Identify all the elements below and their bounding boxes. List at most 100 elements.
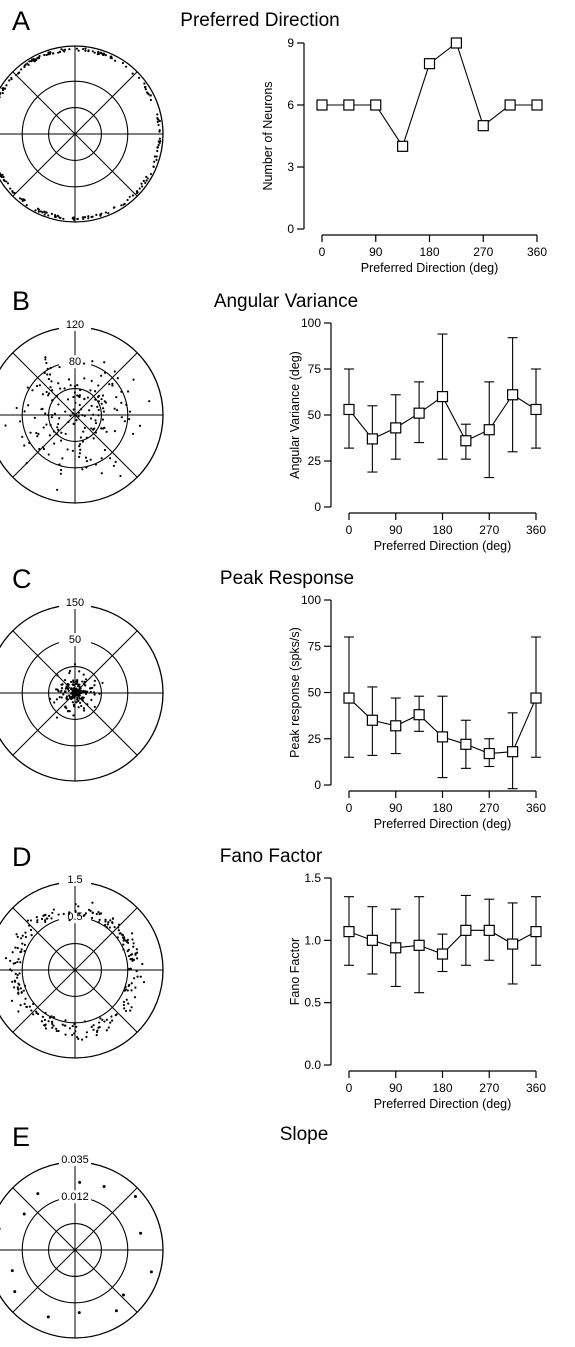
- polar-point: [68, 919, 71, 922]
- y-axis-label: Peak response (spks/s): [288, 627, 302, 758]
- polar-point: [72, 395, 75, 399]
- data-point: [397, 140, 409, 152]
- polar-point: [61, 683, 64, 686]
- polar-point: [91, 360, 94, 363]
- polar-point: [43, 919, 47, 922]
- polar-point: [18, 972, 21, 975]
- polar-point: [157, 123, 160, 127]
- polar-point: [122, 1003, 126, 1007]
- polar-point: [83, 377, 86, 380]
- polar-point: [116, 936, 119, 939]
- data-point: [530, 403, 542, 416]
- polar-point: [119, 474, 122, 478]
- polar-point: [62, 912, 65, 916]
- polar-point: [144, 88, 147, 91]
- polar-point: [54, 214, 57, 217]
- polar-point: [83, 426, 86, 429]
- polar-point: [135, 948, 138, 951]
- polar-point: [100, 398, 103, 401]
- panel-letter-d: D: [12, 842, 32, 872]
- polar-point: [58, 695, 61, 699]
- polar-spoke: [12, 1187, 138, 1313]
- polar-point: [23, 950, 26, 953]
- polar-point: [89, 909, 92, 912]
- polar-point: [74, 401, 77, 404]
- polar-point: [146, 177, 149, 180]
- polar-point: [9, 959, 12, 962]
- polar-point: [74, 909, 77, 912]
- polar-point: [59, 468, 63, 472]
- x-tick-label: 360: [526, 801, 546, 815]
- polar-point: [55, 1027, 58, 1030]
- polar-point: [92, 413, 95, 416]
- polar-point: [109, 919, 112, 922]
- x-tick-label: 270: [479, 801, 499, 815]
- polar-point: [93, 705, 96, 708]
- ring-label-bg: [59, 873, 91, 886]
- data-point: [390, 720, 402, 732]
- polar-point: [6, 182, 10, 185]
- polar-point: [44, 412, 47, 415]
- polar-point: [59, 216, 62, 220]
- polar-point: [123, 202, 126, 205]
- panel-title-a: Preferred Direction: [180, 10, 339, 31]
- y-axis-label: Number of Neurons: [261, 81, 275, 190]
- polar-point: [90, 1025, 93, 1028]
- polar-point: [19, 197, 22, 200]
- polar-point: [76, 689, 79, 692]
- polar-point: [111, 917, 115, 920]
- polar-point: [111, 384, 114, 387]
- polar-point: [79, 408, 83, 411]
- polar-point: [73, 692, 77, 695]
- polar-point: [57, 51, 60, 54]
- polar-point: [72, 693, 75, 696]
- polar-point: [104, 920, 107, 923]
- panel-letter-c: C: [12, 564, 32, 594]
- polar-point: [127, 1002, 130, 1005]
- polar-point: [75, 1025, 78, 1028]
- polar-point: [28, 60, 31, 63]
- polar-point: [76, 680, 79, 683]
- polar-point: [101, 407, 105, 410]
- polar-point: [55, 698, 58, 701]
- polar-point: [63, 678, 67, 682]
- polar-point: [139, 975, 142, 978]
- polar-point: [103, 400, 106, 403]
- polar-point: [20, 68, 23, 71]
- polar-point: [26, 919, 30, 922]
- polar-point: [73, 687, 76, 690]
- polar-point: [140, 182, 143, 185]
- polar-point: [33, 416, 36, 419]
- data-point: [343, 692, 355, 704]
- polar-point: [48, 52, 51, 56]
- polar-point: [0, 175, 3, 179]
- polar-point: [102, 53, 106, 56]
- data-point: [413, 939, 425, 951]
- polar-point: [23, 65, 26, 69]
- polar-point: [101, 1018, 104, 1021]
- data-point: [436, 948, 449, 960]
- polar-point: [60, 696, 63, 699]
- polar-point: [93, 679, 96, 682]
- polar-point: [57, 913, 60, 916]
- polar-point: [83, 682, 86, 685]
- polar-point: [82, 217, 85, 221]
- polar-point: [43, 371, 46, 375]
- polar-point: [103, 923, 107, 927]
- polar-point: [114, 1309, 118, 1313]
- polar-point: [4, 424, 7, 427]
- polar-point: [17, 1010, 20, 1013]
- panel-letter-b: B: [12, 286, 30, 316]
- polar-point: [101, 427, 105, 430]
- polar-point: [64, 1033, 67, 1036]
- polar-point: [92, 691, 96, 694]
- polar-point: [53, 442, 56, 445]
- polar-point: [73, 385, 77, 388]
- polar-point: [110, 1015, 113, 1018]
- polar-point: [93, 427, 96, 430]
- polar-point: [120, 416, 123, 419]
- polar-point: [147, 93, 150, 96]
- polar-point: [90, 698, 93, 702]
- y-tick-label: 0.5: [304, 996, 321, 1010]
- y-tick-label: 75: [308, 639, 322, 653]
